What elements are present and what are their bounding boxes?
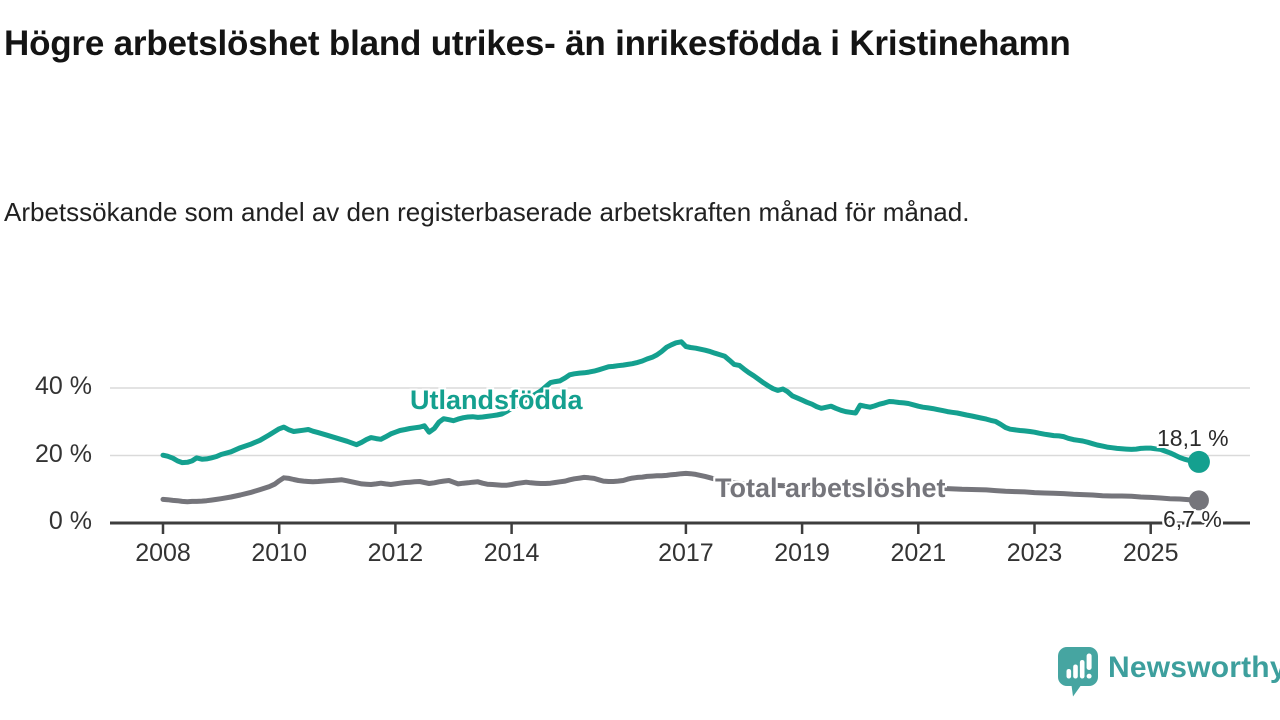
newsworthy-logo-text: Newsworthy [1108, 651, 1280, 684]
page-title: Högre arbetslöshet bland utrikes- än inr… [4, 24, 1071, 63]
x-tick-label: 2010 [251, 539, 307, 567]
x-tick-label: 2012 [367, 539, 424, 567]
x-tick-label: 2025 [1122, 539, 1179, 567]
series-end-dot-1 [1188, 490, 1209, 511]
series-end-dot-0 [1187, 450, 1210, 473]
series-line-0 [160, 339, 1202, 466]
end-value-label-utlandsfodda: 18,1 % [1157, 425, 1229, 451]
y-tick-label: 40 % [35, 372, 92, 400]
x-tick-label: 2014 [483, 539, 540, 567]
x-tick-label: 2019 [774, 539, 830, 567]
y-tick-label: 0 % [48, 507, 92, 535]
x-tick-label: 2008 [135, 539, 191, 567]
series-label-utlandsfodda: Utlandsfödda [410, 385, 583, 415]
y-tick-label: 20 % [35, 439, 92, 468]
page-subtitle: Arbetssökande som andel av den registerb… [4, 197, 970, 227]
series-label-total-arbetsloshet: Total arbetslöshet [715, 473, 946, 503]
end-value-label-total: 6,7 % [1163, 506, 1222, 532]
newsworthy-bubble-chart-icon [1058, 647, 1098, 697]
series-line-1 [160, 470, 1202, 505]
x-tick-label: 2023 [1006, 539, 1063, 567]
x-tick-label: 2017 [658, 539, 714, 567]
newsworthy-logo: Newsworthy [1057, 646, 1280, 698]
x-tick-label: 2021 [890, 539, 947, 567]
